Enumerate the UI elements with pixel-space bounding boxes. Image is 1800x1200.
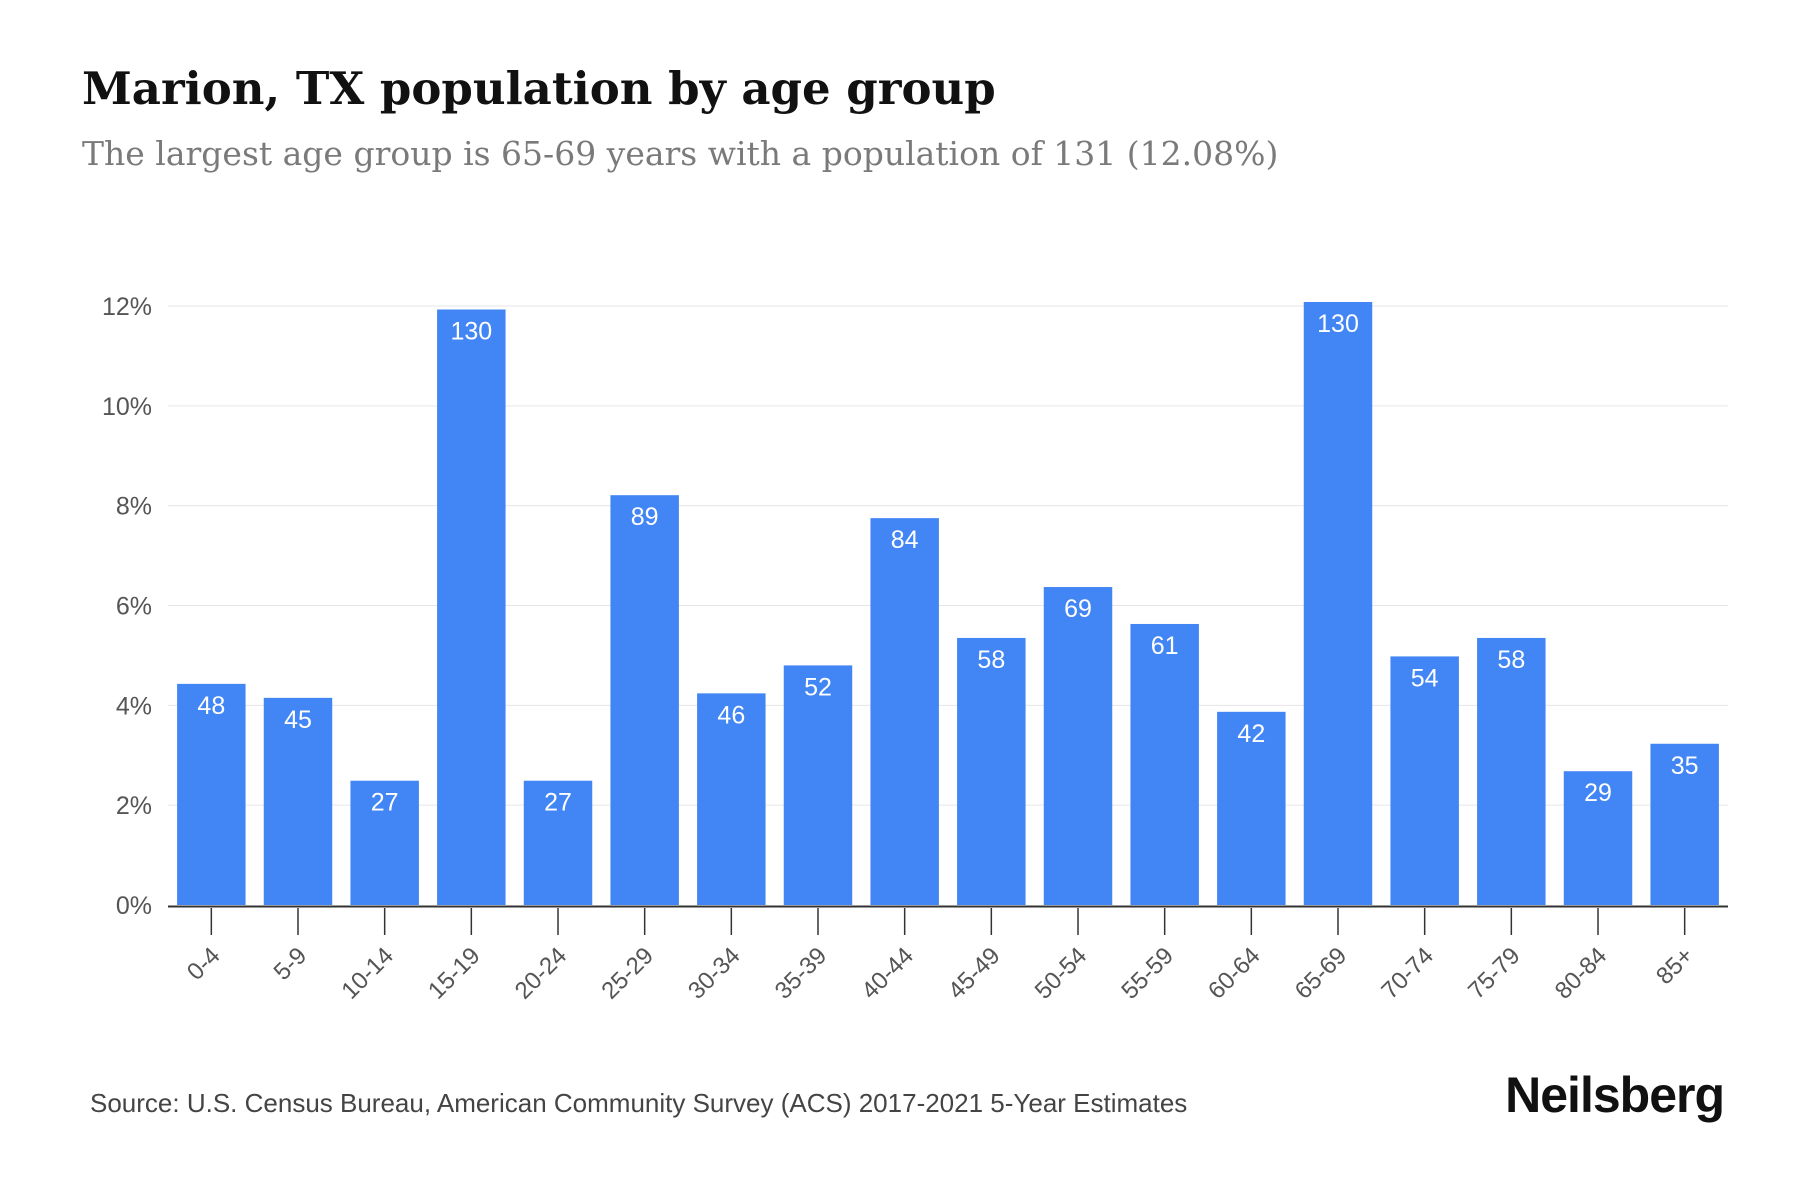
bar-value-label: 89 [631, 503, 659, 531]
gridlines [168, 305, 1728, 806]
bar-65-69 [1303, 302, 1373, 905]
bar-5-9 [263, 697, 333, 905]
bar-0-4 [177, 683, 246, 905]
bar-value-label: 61 [1151, 632, 1179, 660]
bar-15-19 [437, 309, 506, 906]
y-tick-label: 4% [116, 692, 152, 720]
bar-value-label: 29 [1584, 779, 1612, 807]
x-tick-label: 50-54 [1030, 942, 1093, 1005]
bars: 48 45 27 130 27 89 46 52 84 58 69 61 42 130 54 58 29 35 [177, 302, 1719, 906]
x-tick-label: 80-84 [1550, 942, 1613, 1005]
chart-subtitle: The largest age group is 65-69 years wit… [82, 134, 1279, 173]
x-tick-label: 5-9 [269, 942, 313, 986]
bar-55-59 [1130, 623, 1199, 905]
x-axis: 0-4 5-9 10-14 15-19 20-24 25-29 30-34 35-39 40-4… [168, 905, 1728, 1005]
x-tick-label: 45-49 [943, 942, 1006, 1005]
bar-25-29 [610, 495, 679, 905]
brand-logo: Neilsberg [1505, 1067, 1725, 1123]
bar-value-label: 27 [371, 789, 399, 817]
bar-50-54 [1043, 587, 1113, 905]
y-tick-label: 12% [102, 293, 152, 321]
y-axis-ticks: 0% 2% 4% 6% 8% 10% 12% [102, 293, 152, 920]
x-tick-label: 85+ [1651, 942, 1699, 990]
source-note: Source: U.S. Census Bureau, American Com… [90, 1088, 1188, 1118]
bar-value-label: 52 [804, 673, 832, 701]
x-tick-label: 35-39 [770, 942, 833, 1005]
chart-title: Marion, TX population by age group [82, 62, 996, 115]
bar-value-label: 48 [197, 692, 225, 720]
x-tick-label: 70-74 [1376, 942, 1439, 1005]
bar-value-label: 54 [1411, 664, 1439, 692]
x-tick-label: 40-44 [856, 942, 919, 1005]
bar-value-label: 69 [1064, 595, 1092, 623]
x-tick-label: 60-64 [1203, 942, 1266, 1005]
x-tick-label: 75-79 [1463, 942, 1526, 1005]
y-tick-label: 0% [116, 892, 152, 920]
bar-20-24 [523, 780, 593, 905]
bar-value-label: 58 [1497, 646, 1525, 674]
bar-80-84 [1563, 771, 1633, 905]
x-tick-label: 15-19 [423, 942, 486, 1005]
bar-60-64 [1217, 711, 1286, 905]
x-tick-label: 30-34 [683, 942, 746, 1005]
bar-30-34 [697, 693, 766, 905]
bar-75-79 [1477, 637, 1546, 905]
x-tick-label: 55-59 [1116, 942, 1179, 1005]
bar-value-label: 130 [450, 317, 492, 345]
bar-45-49 [957, 637, 1026, 905]
x-tick-label: 0-4 [182, 942, 226, 986]
y-tick-label: 10% [102, 393, 152, 421]
x-tick-label: 20-24 [510, 942, 573, 1005]
y-tick-label: 8% [116, 493, 152, 521]
bar-value-label: 130 [1317, 310, 1359, 338]
x-tick-label: 65-69 [1290, 942, 1353, 1005]
bar-85+ [1650, 743, 1719, 905]
bar-value-label: 35 [1671, 752, 1699, 780]
bar-value-label: 58 [977, 646, 1005, 674]
y-tick-label: 2% [116, 792, 152, 820]
bar-value-label: 84 [891, 526, 919, 554]
x-tick-label: 10-14 [336, 942, 399, 1005]
bar-value-label: 46 [717, 701, 745, 729]
bar-10-14 [350, 780, 419, 905]
bar-value-label: 42 [1237, 720, 1265, 748]
bar-35-39 [783, 665, 853, 905]
bar-70-74 [1390, 656, 1459, 905]
y-tick-label: 6% [116, 593, 152, 621]
x-tick-label: 25-29 [596, 942, 659, 1005]
bar-40-44 [870, 518, 939, 905]
bar-value-label: 45 [284, 706, 312, 734]
bar-value-label: 27 [544, 789, 572, 817]
